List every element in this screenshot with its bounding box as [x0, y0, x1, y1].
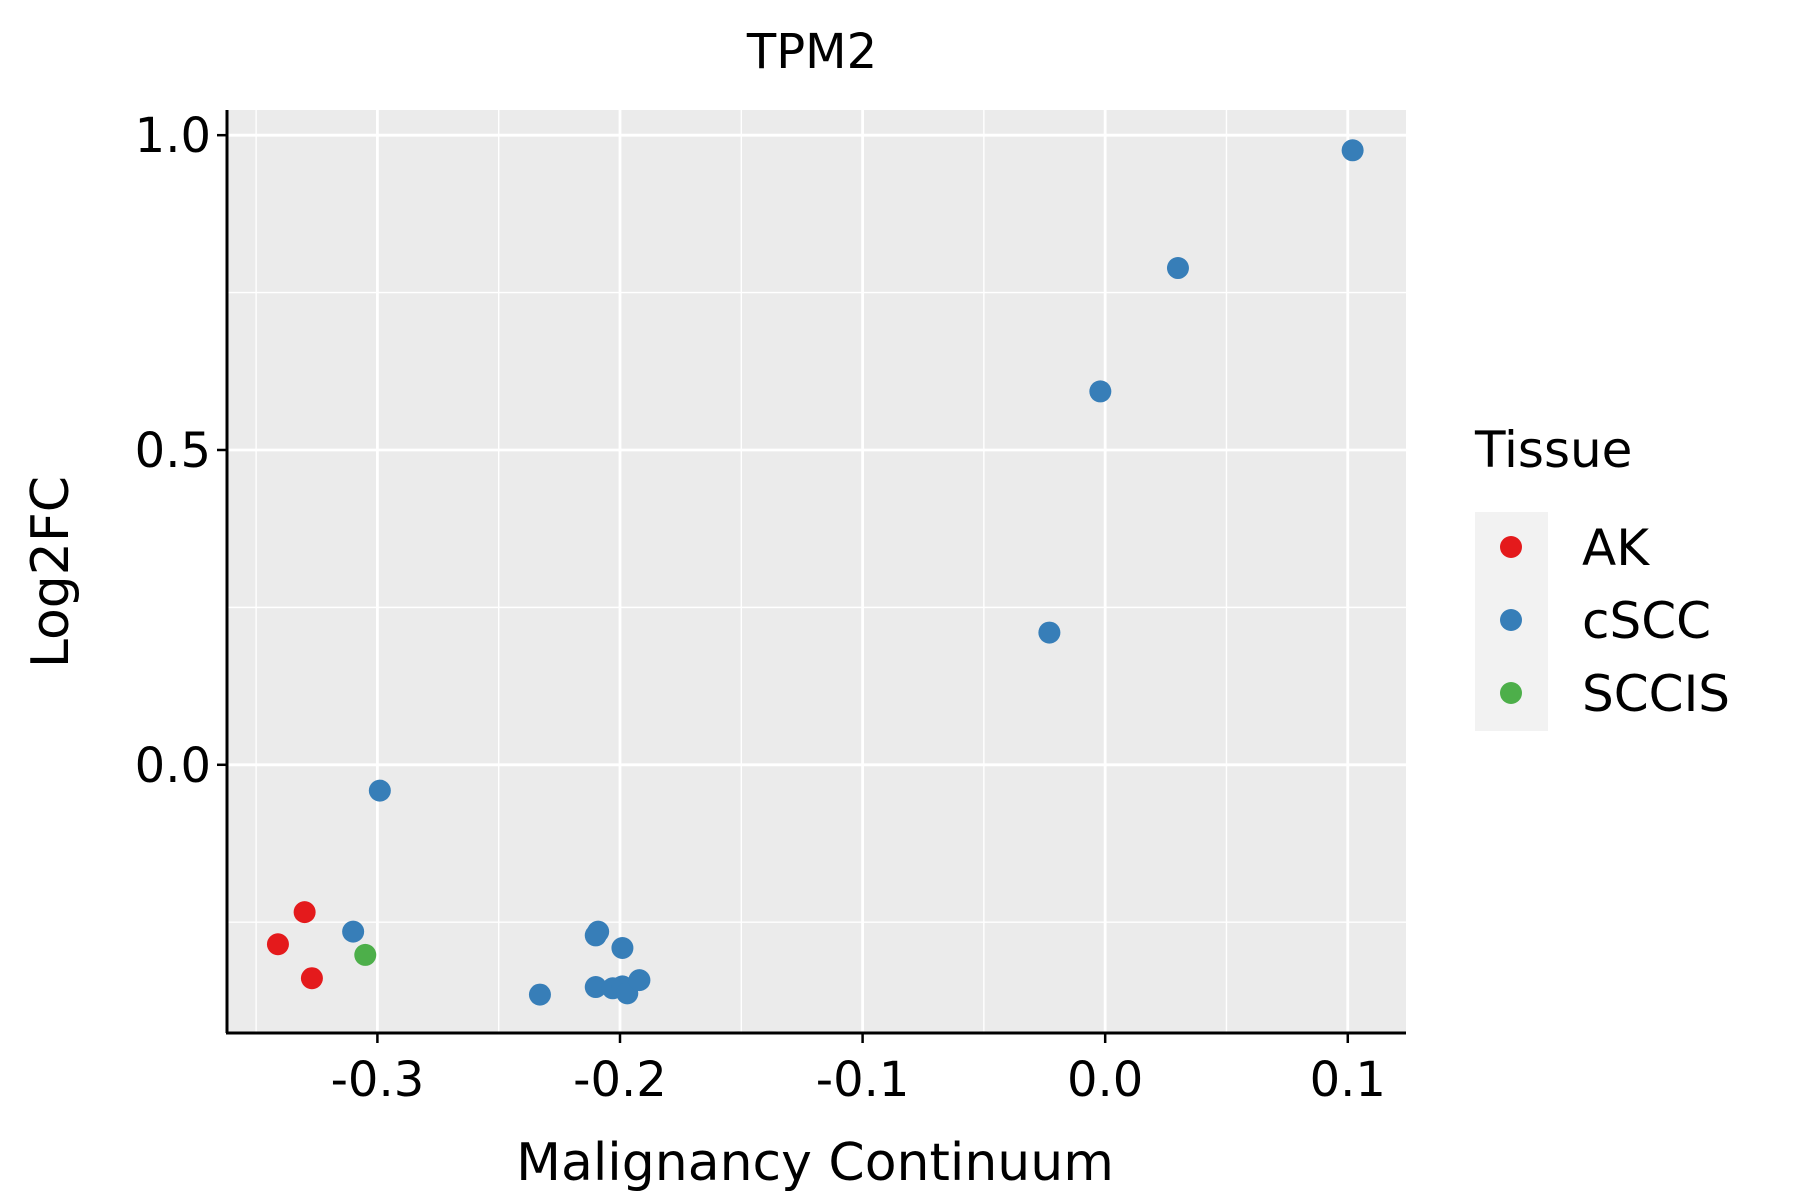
data-point-ak: [293, 901, 316, 924]
x-tick-label: -0.1: [816, 1052, 910, 1108]
y-axis-label: Log2FC: [21, 476, 81, 668]
x-axis-ticks: -0.3 -0.2 -0.1 0.0 0.1: [331, 1033, 1386, 1108]
data-point-ak: [266, 933, 289, 956]
data-point-cscc: [1089, 380, 1112, 403]
data-point-cscc: [1166, 257, 1189, 280]
y-tick-label: 0.5: [135, 423, 211, 479]
x-tick-label: 0.1: [1310, 1052, 1386, 1108]
legend: Tissue AK cSCC SCCIS: [1474, 421, 1730, 731]
data-point-cscc: [528, 983, 551, 1006]
x-tick-label: 0.0: [1067, 1052, 1143, 1108]
grid-lines: [227, 110, 1406, 1033]
data-point-cscc: [584, 924, 607, 947]
x-axis-label: Malignancy Continuum: [516, 1133, 1114, 1193]
data-point-cscc: [342, 920, 365, 943]
data-point-cscc: [1341, 139, 1364, 162]
data-point-ak: [300, 967, 323, 990]
data-point-cscc: [611, 937, 634, 960]
y-axis-ticks: 0.0 0.5 1.0: [135, 108, 227, 794]
legend-key-sccis: [1500, 682, 1522, 704]
data-point-cscc: [584, 976, 607, 999]
data-point-sccis: [354, 943, 377, 966]
data-point-cscc: [368, 779, 391, 802]
chart-title: TPM2: [746, 24, 877, 80]
data-point-cscc: [628, 969, 651, 992]
y-tick-label: 0.0: [135, 738, 211, 794]
data-points: [266, 139, 1364, 1006]
legend-label-sccis: SCCIS: [1582, 665, 1730, 723]
x-tick-label: -0.3: [331, 1052, 425, 1108]
legend-items: AK cSCC SCCIS: [1500, 519, 1730, 723]
data-point-cscc: [1038, 621, 1061, 644]
legend-label-ak: AK: [1582, 519, 1650, 577]
legend-key-ak: [1500, 536, 1522, 558]
legend-title: Tissue: [1474, 421, 1632, 479]
y-tick-label: 1.0: [135, 108, 211, 164]
plot-panel: [227, 110, 1406, 1033]
x-tick-label: -0.2: [573, 1052, 667, 1108]
legend-key-cscc: [1500, 609, 1522, 631]
legend-label-cscc: cSCC: [1582, 592, 1711, 650]
